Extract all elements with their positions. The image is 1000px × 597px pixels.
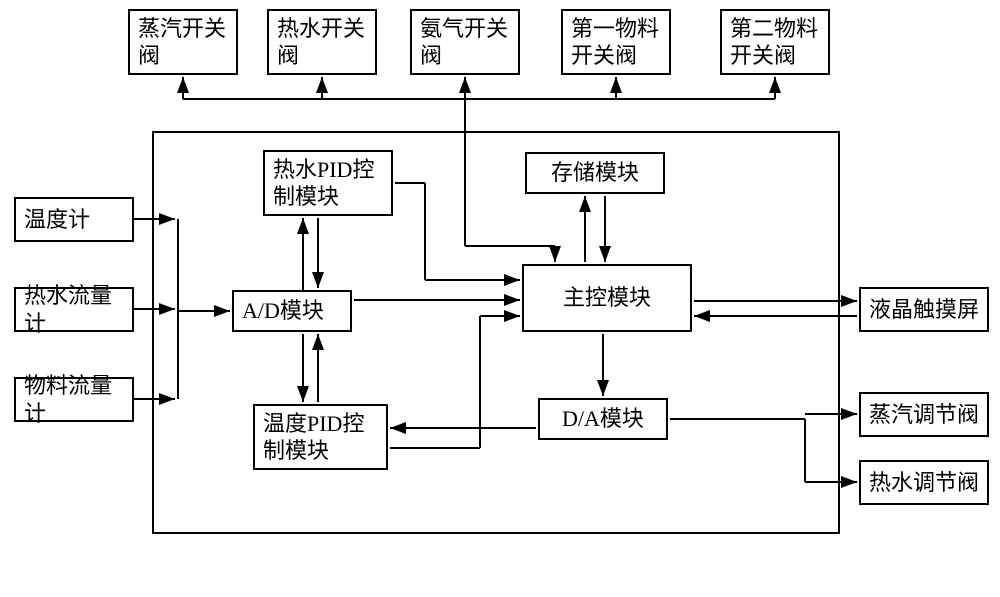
label: 热水流量计 bbox=[24, 282, 124, 337]
label: 蒸汽调节阀 bbox=[869, 401, 979, 429]
valve-steam-switch: 蒸汽开关阀 bbox=[128, 9, 238, 75]
label: 热水开关阀 bbox=[277, 15, 367, 70]
valve-hotwater-switch: 热水开关阀 bbox=[267, 9, 377, 75]
label: 温度计 bbox=[24, 206, 90, 234]
label: A/D模块 bbox=[242, 297, 324, 325]
label: 温度PID控制模块 bbox=[263, 410, 378, 465]
label: 第二物料开关阀 bbox=[730, 15, 820, 70]
temperature-pid-module: 温度PID控制模块 bbox=[253, 404, 388, 470]
label: D/A模块 bbox=[562, 405, 644, 433]
steam-control-valve: 蒸汽调节阀 bbox=[859, 392, 989, 437]
label: 热水调节阀 bbox=[869, 469, 979, 497]
thermometer: 温度计 bbox=[14, 197, 134, 242]
storage-module: 存储模块 bbox=[525, 152, 665, 194]
label: 蒸汽开关阀 bbox=[138, 15, 228, 70]
da-module: D/A模块 bbox=[538, 398, 668, 440]
label: 液晶触摸屏 bbox=[869, 296, 979, 324]
main-control-module: 主控模块 bbox=[522, 264, 692, 332]
label: 热水PID控制模块 bbox=[273, 156, 383, 211]
module-container bbox=[152, 131, 840, 534]
hotwater-pid-module: 热水PID控制模块 bbox=[263, 150, 393, 216]
label: 第一物料开关阀 bbox=[571, 15, 661, 70]
hotwater-control-valve: 热水调节阀 bbox=[859, 460, 989, 505]
ad-module: A/D模块 bbox=[232, 290, 352, 332]
lcd-touchscreen: 液晶触摸屏 bbox=[859, 287, 989, 332]
valve-ammonia-switch: 氨气开关阀 bbox=[410, 9, 520, 75]
label: 主控模块 bbox=[563, 284, 651, 312]
valve-material2-switch: 第二物料开关阀 bbox=[720, 9, 830, 75]
label: 物料流量计 bbox=[24, 372, 124, 427]
label: 氨气开关阀 bbox=[420, 15, 510, 70]
label: 存储模块 bbox=[551, 159, 639, 187]
hotwater-flowmeter: 热水流量计 bbox=[14, 287, 134, 332]
material-flowmeter: 物料流量计 bbox=[14, 377, 134, 422]
valve-material1-switch: 第一物料开关阀 bbox=[561, 9, 671, 75]
